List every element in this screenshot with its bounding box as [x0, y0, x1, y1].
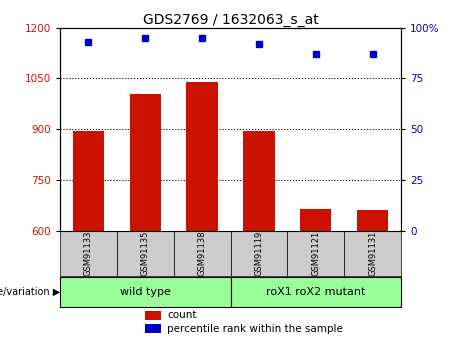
- Title: GDS2769 / 1632063_s_at: GDS2769 / 1632063_s_at: [142, 12, 319, 27]
- Text: wild type: wild type: [120, 287, 171, 297]
- Bar: [60, 277, 230, 307]
- Bar: [357, 210, 388, 230]
- Text: GSM91138: GSM91138: [198, 230, 207, 276]
- Bar: [145, 324, 160, 333]
- Bar: [243, 131, 275, 230]
- Text: percentile rank within the sample: percentile rank within the sample: [167, 324, 343, 334]
- Bar: [300, 208, 331, 230]
- Text: count: count: [167, 310, 197, 320]
- Bar: [117, 230, 174, 276]
- Bar: [287, 230, 344, 276]
- Text: GSM91133: GSM91133: [84, 230, 93, 276]
- Bar: [73, 131, 104, 230]
- Text: roX1 roX2 mutant: roX1 roX2 mutant: [266, 287, 366, 297]
- Bar: [186, 82, 218, 230]
- Bar: [230, 277, 401, 307]
- Bar: [174, 230, 230, 276]
- Text: GSM91131: GSM91131: [368, 230, 377, 276]
- Bar: [230, 230, 287, 276]
- Bar: [130, 93, 161, 230]
- Bar: [145, 310, 160, 320]
- Text: GSM91119: GSM91119: [254, 230, 263, 276]
- Text: GSM91135: GSM91135: [141, 230, 150, 276]
- Bar: [344, 230, 401, 276]
- Text: GSM91121: GSM91121: [311, 230, 320, 276]
- Text: genotype/variation ▶: genotype/variation ▶: [0, 287, 60, 297]
- Bar: [60, 230, 117, 276]
